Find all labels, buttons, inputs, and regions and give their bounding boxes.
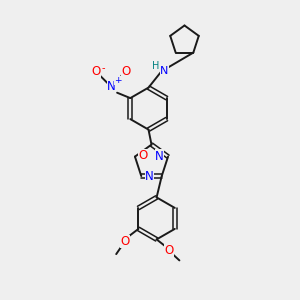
Text: O: O [138, 149, 147, 162]
Text: N: N [145, 170, 154, 183]
Text: O: O [120, 235, 130, 248]
Text: O: O [91, 65, 101, 78]
Text: N: N [107, 80, 116, 93]
Text: O: O [165, 244, 174, 257]
Text: H: H [152, 61, 159, 71]
Text: N: N [160, 66, 168, 76]
Text: N: N [155, 149, 164, 163]
Text: O: O [121, 64, 130, 78]
Text: -: - [102, 63, 105, 73]
Text: +: + [115, 76, 122, 85]
